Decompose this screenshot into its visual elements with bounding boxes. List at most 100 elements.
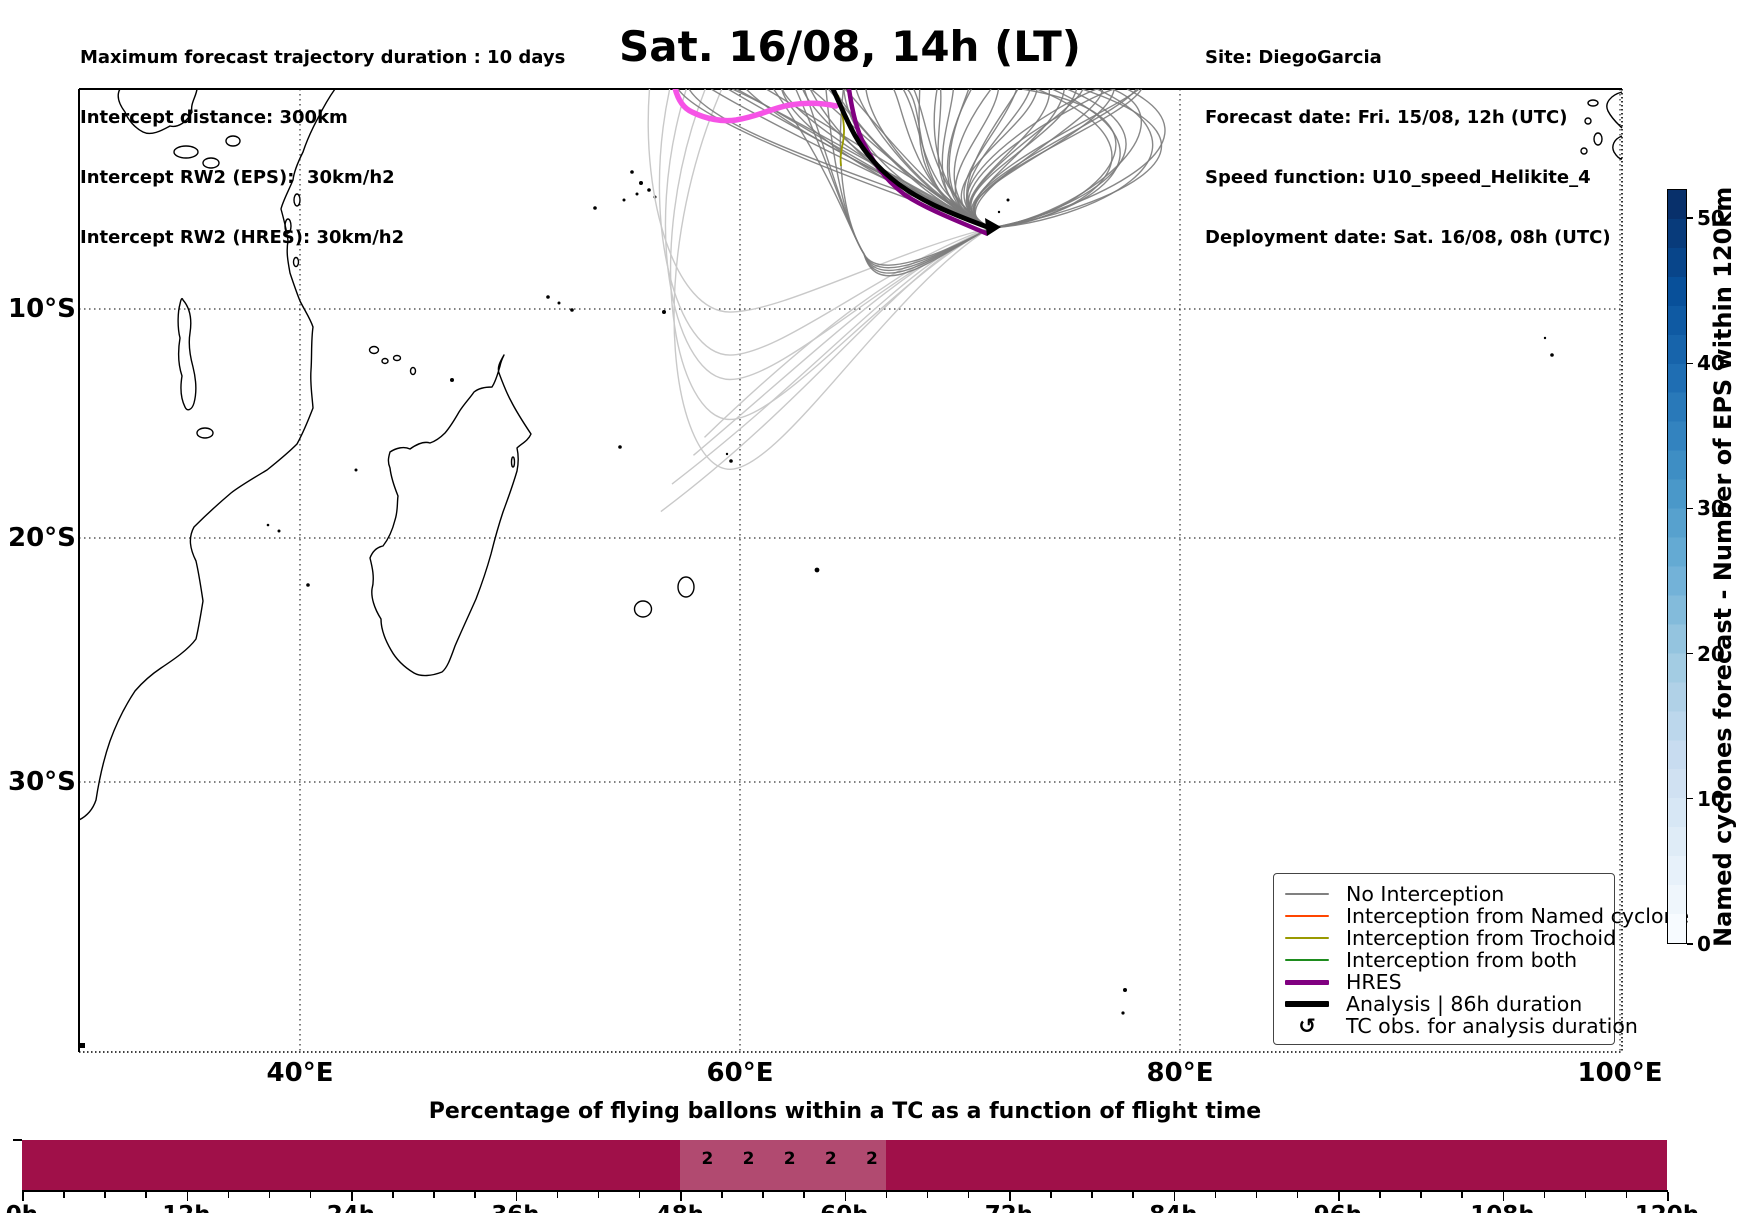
bottom-chart-tick-label: 72h <box>985 1202 1033 1213</box>
eps-member <box>941 89 991 229</box>
colorbar-tick <box>1687 217 1693 219</box>
colorbar-tick <box>1687 362 1693 364</box>
africa-coastline <box>78 88 336 821</box>
sainte-marie-island <box>510 456 516 468</box>
bottom-chart-tick <box>1584 1192 1587 1198</box>
lake-malawi <box>177 297 197 411</box>
island-dot <box>647 188 651 192</box>
island-dot <box>814 567 820 573</box>
bottom-chart-tick <box>104 1192 106 1198</box>
eps-member <box>960 89 1038 229</box>
lake-victoria <box>117 88 198 135</box>
legend-item: Interception from Trochoid <box>1284 926 1616 950</box>
bottom-chart-tick <box>1173 1192 1176 1201</box>
eps-member <box>967 89 1115 229</box>
bottom-chart-tick <box>926 1192 929 1198</box>
legend-item: ↺ TC obs. for analysis duration <box>1284 1014 1638 1038</box>
legend-line <box>1285 937 1329 939</box>
small-lake <box>225 135 241 147</box>
legend-line <box>1285 915 1329 917</box>
bottom-chart-tick-label: 108h <box>1470 1202 1534 1213</box>
bottom-chart-tick <box>1667 1192 1669 1201</box>
island-dot <box>546 295 550 299</box>
deployment-date-line: Deployment date: Sat. 16/08, 08h (UTC) <box>1205 227 1611 248</box>
bar-value-label: 2 <box>783 1149 796 1169</box>
colorbar-tick-label: 20 <box>1697 641 1725 666</box>
bottom-chart-tick <box>721 1192 723 1198</box>
bar-value-label: 2 <box>742 1149 755 1169</box>
legend-item: No Interception <box>1284 882 1604 906</box>
bottom-chart-tick <box>1338 1192 1340 1201</box>
colorbar-tick <box>1687 507 1693 510</box>
island-dot <box>635 192 639 196</box>
bottom-chart-tick <box>1091 1192 1093 1198</box>
param-line-distance: Intercept distance: 300km <box>80 107 348 128</box>
mentawai-island <box>1584 117 1592 125</box>
bottom-chart-tick <box>227 1192 230 1198</box>
bottom-chart-tick <box>309 1192 312 1198</box>
legend-line <box>1285 959 1329 961</box>
mafia-island <box>292 256 300 268</box>
bottom-chart-tick <box>1296 1192 1299 1198</box>
trajectory-bundle <box>647 89 1166 513</box>
bottom-chart-tick <box>351 1192 353 1201</box>
bottom-chart-tick <box>1379 1192 1381 1198</box>
graticule <box>79 89 1622 1052</box>
colorbar-tick-label: 50 <box>1697 206 1725 230</box>
bottom-chart-tick <box>844 1192 847 1201</box>
bottom-chart-tick-label: 0h <box>6 1202 38 1213</box>
reunion-island <box>633 600 653 618</box>
island-dot <box>306 583 310 587</box>
small-lake <box>173 145 199 159</box>
eps-member-light <box>664 89 991 381</box>
island-dot <box>570 308 574 312</box>
legend-line-swatch <box>1284 979 1330 985</box>
legend-line <box>1285 1001 1329 1007</box>
map-y-tick-label: 30°S <box>8 767 76 797</box>
bottom-chart-tick <box>803 1192 805 1198</box>
map-legend: No Interception Interception from Named c… <box>1273 873 1689 1045</box>
bottom-chart-bar: 2 2 2 2 2 <box>22 1140 1667 1190</box>
eps-member <box>954 89 1000 229</box>
bottom-chart-tick <box>967 1192 970 1198</box>
island-dot <box>354 468 358 472</box>
param-line-rw2-hres: Intercept RW2 (HRES): 30km/h2 <box>80 227 405 248</box>
island-dot <box>450 378 454 382</box>
site-info-block: Site: DiegoGarcia Forecast date: Fri. 15… <box>1205 8 1611 288</box>
sumatra-coastline-2 <box>1612 135 1623 160</box>
bottom-chart-tick <box>1050 1192 1052 1198</box>
bottom-chart-title: Percentage of flying ballons within a TC… <box>428 1099 1262 1124</box>
legend-line <box>1285 893 1329 895</box>
bottom-chart-tick-label: 24h <box>327 1202 375 1213</box>
bottom-chart-tick-label: 48h <box>656 1202 704 1213</box>
bottom-chart-tick <box>1461 1192 1463 1198</box>
eps-member-light <box>660 227 991 513</box>
bottom-chart-tick-label: 12h <box>162 1202 210 1213</box>
legend-item-label: Interception from Named cyclone <box>1346 904 1690 928</box>
legend-item-label: Analysis | 86h duration <box>1346 992 1583 1016</box>
island-dot <box>593 206 597 210</box>
map-x-tick-label: 80°E <box>1146 1058 1214 1088</box>
bottom-chart-tick-label: 36h <box>491 1202 539 1213</box>
bottom-chart-tick <box>1009 1192 1011 1201</box>
legend-item: Interception from both <box>1284 948 1604 972</box>
eps-member <box>989 89 1113 229</box>
island-dot <box>618 445 622 449</box>
eps-member-light <box>673 89 991 471</box>
island-dot <box>1543 336 1547 340</box>
legend-item: HRES <box>1284 970 1604 994</box>
island-dot <box>1123 988 1127 992</box>
small-islands <box>80 170 1554 1048</box>
eps-member-light <box>671 227 991 485</box>
bottom-chart-tick <box>474 1192 476 1198</box>
mentawai-island <box>1587 99 1599 107</box>
colorbar-tick-label: 0 <box>1697 932 1711 956</box>
island-dot <box>639 181 643 185</box>
grande-comore-island <box>368 345 380 355</box>
bottom-chart-tick-label: 84h <box>1149 1202 1197 1213</box>
hres-forecast-track <box>672 89 839 124</box>
bottom-chart-tick <box>63 1192 65 1198</box>
island-dot <box>1550 353 1554 357</box>
bar-segment <box>885 1140 1667 1190</box>
